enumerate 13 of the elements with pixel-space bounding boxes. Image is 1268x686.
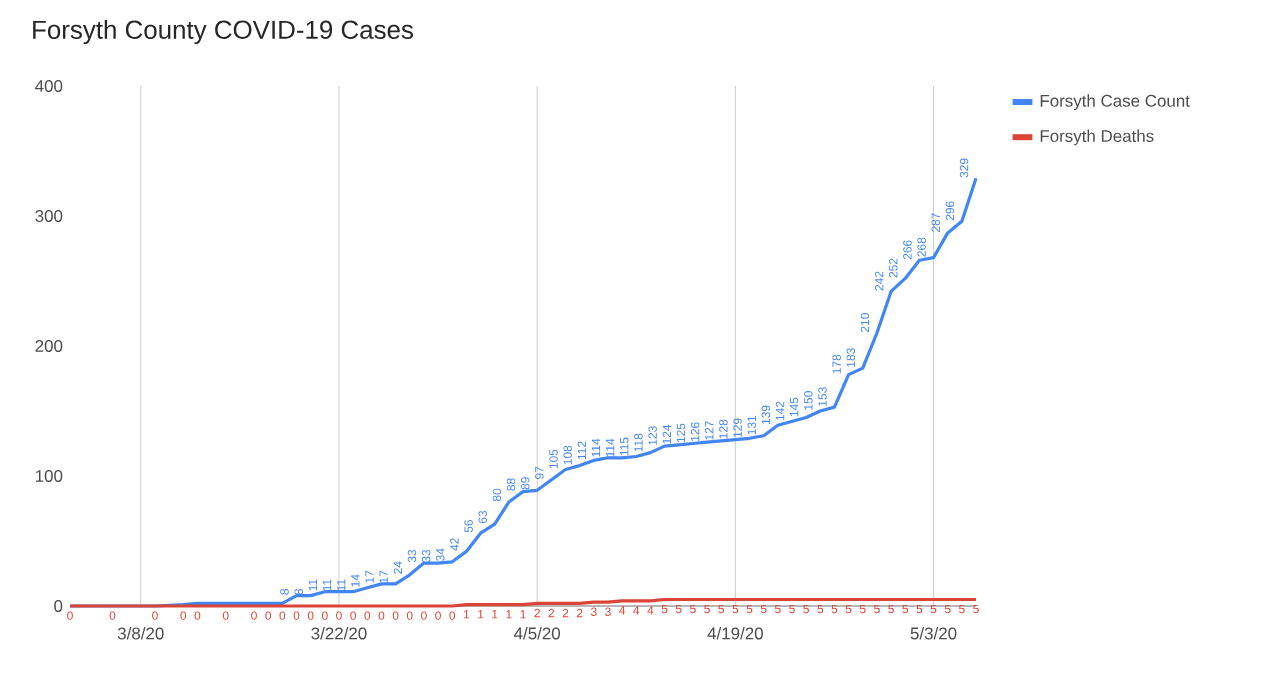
x-tick-label: 5/3/20 [910,626,957,640]
x-tick-label: 3/8/20 [117,626,164,640]
legend-label: Forsyth Case Count [1040,94,1190,111]
x-tick-label: 4/5/20 [513,626,561,640]
y-tick-label: 0 [54,600,63,612]
x-tick-label: 4/19/20 [707,626,763,640]
y-tick-label: 100 [35,470,63,482]
y-tick-label: 400 [35,80,63,92]
chart-title: Forsyth County COVID-19 Cases [33,19,413,45]
legend-label: Forsyth Deaths [1040,129,1154,146]
y-tick-label: 300 [35,210,63,222]
x-tick-label: 3/22/20 [311,626,367,640]
y-tick-label: 200 [35,340,63,352]
